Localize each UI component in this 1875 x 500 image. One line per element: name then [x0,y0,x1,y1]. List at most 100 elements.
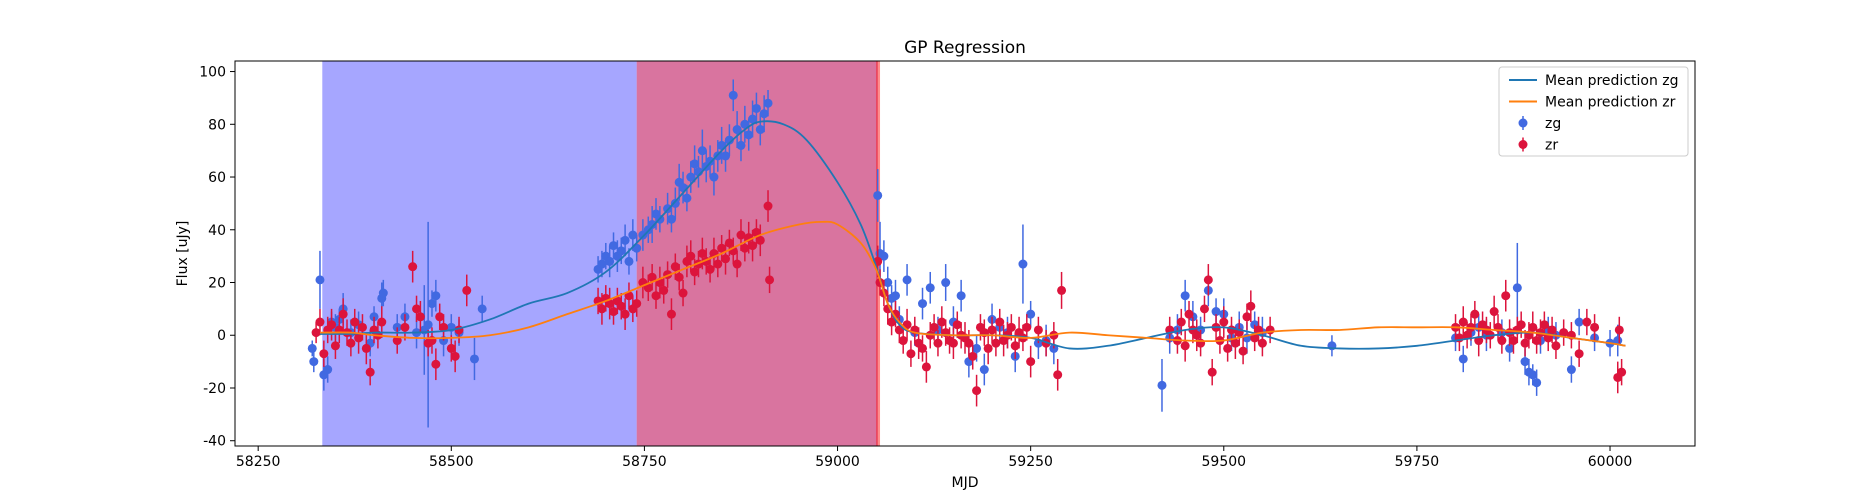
data-point [377,317,387,327]
data-point [755,125,765,135]
data-point [1246,301,1256,311]
x-axis: 58250 58500 58750 59000 59250 59500 59750 60000 [236,446,1632,470]
data-point [620,235,630,245]
data-point [346,338,356,348]
data-point [605,299,615,309]
data-point [427,299,437,309]
data-point [748,241,758,251]
data-point [705,264,715,274]
data-point [1574,349,1584,359]
data-point [724,238,734,248]
data-point [890,291,900,301]
data-point [765,275,775,285]
data-point [315,275,325,285]
y-axis-label: Flux [uJy] [175,221,191,287]
data-point [616,301,626,311]
data-point [995,317,1005,327]
data-point [1470,309,1480,319]
data-point [1520,357,1530,367]
data-point [670,198,680,208]
shaded-region-0 [322,61,637,446]
data-point [751,227,761,237]
data-point [682,193,692,203]
data-point [678,288,688,298]
data-point [431,291,441,301]
line-Mean prediction zr [319,220,1626,347]
data-point [1516,320,1526,330]
data-point [713,259,723,269]
legend: Mean prediction zg Mean prediction zr zg zr [1498,66,1689,157]
data-point [1590,322,1600,332]
data-point [1574,317,1584,327]
data-point [1489,307,1499,317]
data-point [972,343,982,353]
legend-label: zg [1545,116,1561,132]
data-point [697,249,707,258]
data-point [705,156,715,166]
data-point [620,309,630,319]
data-point [740,119,750,129]
data-point [605,256,615,266]
data-point [315,317,325,327]
data-point [412,304,422,314]
data-point [659,285,669,295]
data-point [1458,317,1468,327]
data-point [1006,322,1016,332]
y-tick-label: 80 [208,117,226,133]
series-zr [311,190,1627,407]
data-point [906,349,916,359]
data-point [732,125,742,135]
data-point [1265,325,1275,335]
data-points [307,79,1627,428]
data-point [311,328,321,338]
data-point [721,151,731,161]
x-tick-label: 59750 [1395,454,1440,470]
data-point [1520,338,1530,348]
data-point [1462,330,1472,340]
data-point [624,256,634,266]
y-tick-label: 0 [217,328,226,344]
data-point [1157,380,1167,390]
data-point [883,278,893,288]
data-point [338,309,348,319]
data-point [330,341,340,351]
line-Mean prediction zg [319,120,1626,350]
prediction-lines [319,120,1626,350]
legend-entry: zg [1518,116,1561,132]
shaded-region-1 [636,61,878,446]
data-point [670,262,680,272]
data-point [609,307,619,317]
x-tick-label: 59500 [1202,454,1247,470]
data-point [597,304,607,314]
data-point [1033,325,1043,335]
legend-label: zr [1545,138,1558,154]
data-point [873,190,883,200]
data-point [1458,354,1468,364]
data-point [724,135,734,145]
data-point [968,351,978,361]
legend-entry: Mean prediction zr [1509,95,1676,111]
data-point [1501,291,1511,301]
data-point [925,283,935,293]
data-point [736,230,746,240]
data-point [431,359,441,369]
data-point [450,351,460,361]
y-tick-label: 20 [208,276,226,292]
data-point [392,336,402,346]
data-point [991,338,1001,348]
data-point [902,275,912,285]
data-point [323,365,333,375]
data-point [446,343,456,353]
data-point [983,343,993,353]
y-tick-label: -40 [203,434,226,450]
data-point [1528,322,1538,332]
data-point [1566,365,1576,375]
data-point [709,172,719,182]
data-point [1242,312,1252,322]
data-point [1617,367,1627,377]
data-point [1539,320,1549,330]
data-point [1257,338,1267,348]
data-point [350,317,360,327]
data-point [1010,341,1020,351]
data-point [1018,259,1028,269]
